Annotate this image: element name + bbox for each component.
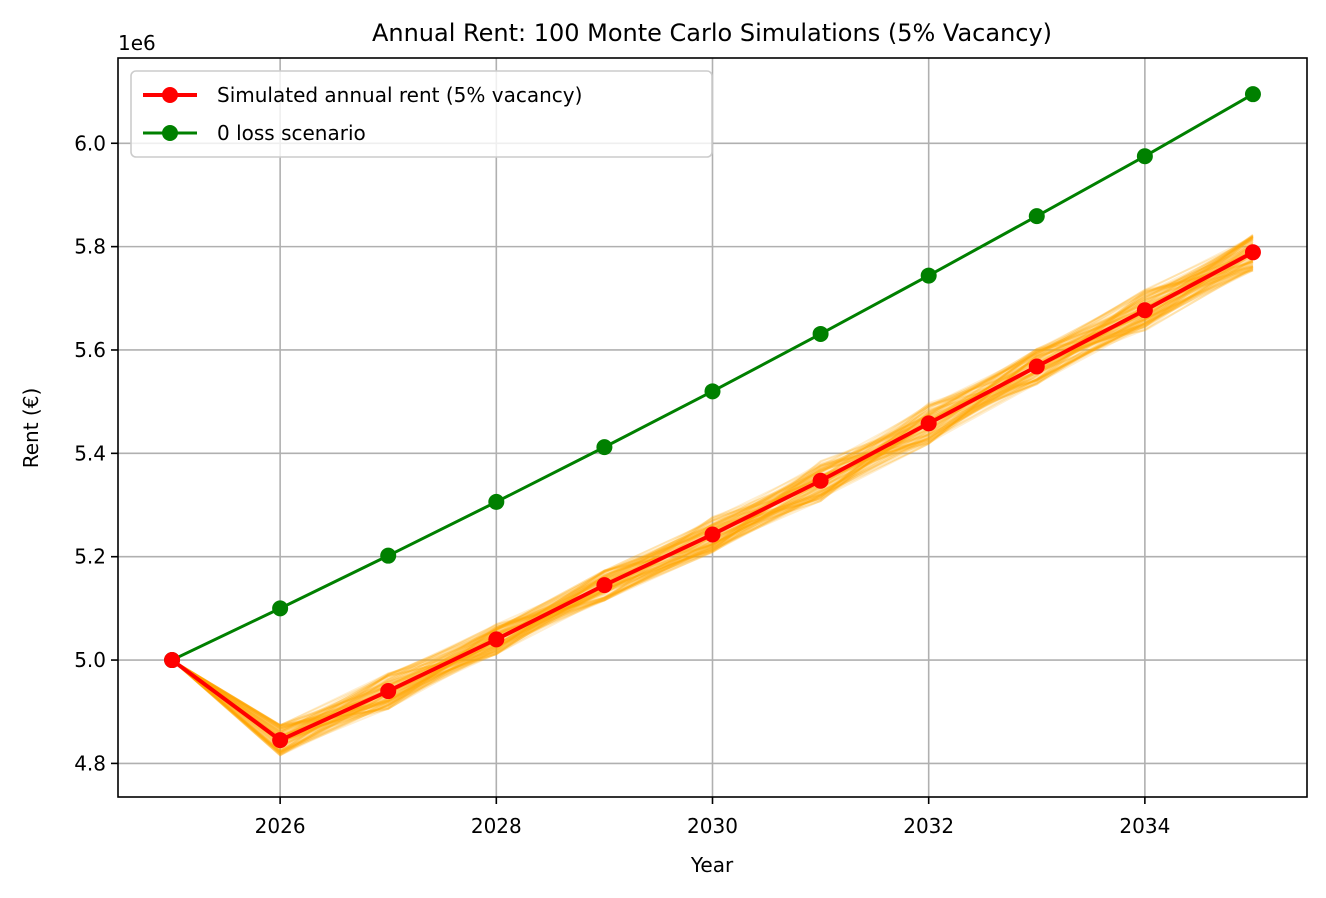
simulation-line [171, 246, 1254, 757]
x-tick-label: 2030 [687, 814, 738, 838]
x-tick-label: 2028 [471, 814, 522, 838]
legend: Simulated annual rent (5% vacancy) 0 loss… [130, 70, 713, 158]
zero-loss-point [812, 325, 829, 342]
simulation-line [171, 267, 1254, 727]
chart-title: Annual Rent: 100 Monte Carlo Simulations… [372, 19, 1052, 47]
simulation-line [171, 257, 1254, 741]
simulation-line [171, 236, 1254, 729]
simulation-line [171, 266, 1254, 730]
simulation-line [171, 236, 1254, 741]
simulation-line [171, 235, 1254, 754]
simulation-line [171, 261, 1254, 757]
y-tick-label: 5.2 [74, 545, 106, 569]
y-tick-label: 5.6 [74, 338, 106, 362]
grid [118, 58, 1307, 797]
simulation-line [171, 237, 1254, 743]
simulation-line [171, 250, 1254, 734]
simulation-line [171, 265, 1254, 739]
zero-loss-point [272, 600, 289, 617]
simulation-line [171, 251, 1254, 753]
simulation-line [171, 268, 1254, 743]
legend-swatch-marker [162, 87, 178, 103]
simulation-line [171, 234, 1254, 732]
simulation-line [171, 260, 1254, 752]
simulated-rent-point [380, 683, 397, 700]
simulation-line [171, 237, 1254, 756]
zero-loss-point [1136, 148, 1153, 165]
simulation-line [171, 239, 1254, 730]
y-tick-label: 5.0 [74, 648, 106, 672]
x-axis: 2026 2028 2030 2032 2034 [255, 797, 1170, 838]
simulation-line [171, 255, 1254, 742]
x-tick-label: 2032 [903, 814, 954, 838]
zero-loss-point [488, 493, 505, 510]
simulation-line [171, 238, 1254, 748]
zero-loss-point [1244, 86, 1261, 103]
simulation-line [171, 251, 1254, 731]
simulation-line [171, 248, 1254, 741]
y-offset-label: 1e6 [118, 31, 156, 55]
simulated-rent-point [920, 415, 937, 432]
simulation-line [171, 238, 1254, 755]
legend-swatch-marker [162, 125, 178, 141]
simulated-rent-point [272, 732, 289, 749]
simulated-rent-point [1136, 302, 1153, 319]
simulation-line [171, 260, 1254, 754]
simulation-line [171, 258, 1254, 735]
simulation-line [171, 261, 1254, 730]
x-tick-label: 2026 [255, 814, 306, 838]
x-tick-label: 2034 [1119, 814, 1170, 838]
simulation-line [171, 235, 1254, 734]
legend-label: Simulated annual rent (5% vacancy) [217, 83, 582, 107]
zero-loss-point [1028, 208, 1045, 225]
y-tick-label: 6.0 [74, 131, 106, 155]
simulated-rent-point [164, 652, 181, 669]
series-group [164, 86, 1261, 749]
legend-label: 0 loss scenario [217, 121, 366, 145]
simulation-line [171, 262, 1254, 752]
simulated-rent-point [1028, 358, 1045, 375]
simulated-rent-point [812, 472, 829, 489]
simulation-line [171, 258, 1254, 743]
simulation-line [171, 236, 1254, 743]
y-tick-label: 5.4 [74, 441, 106, 465]
simulation-line [171, 269, 1254, 749]
simulation-line [171, 259, 1254, 744]
simulation-line [171, 261, 1254, 727]
zero-loss-point [596, 439, 613, 456]
simulation-line [171, 236, 1254, 753]
zero-loss-point [704, 383, 721, 400]
simulation-line [171, 234, 1254, 744]
simulation-line [171, 266, 1254, 734]
simulation-line [171, 238, 1254, 754]
simulation-line [171, 234, 1254, 746]
simulated-rent-point [488, 631, 505, 648]
legend-box [130, 70, 713, 158]
simulation-line [171, 249, 1254, 748]
simulated-rent-point [596, 577, 613, 594]
simulated-rent-point [704, 526, 721, 543]
zero-loss-point [380, 547, 397, 564]
y-tick-label: 5.8 [74, 235, 106, 259]
simulated-rent-point [1244, 244, 1261, 261]
zero-loss-point [920, 267, 937, 284]
simulation-line [171, 245, 1254, 755]
y-axis: 4.8 5.0 5.2 5.4 5.6 5.8 6.0 [74, 131, 118, 775]
simulation-line [171, 267, 1254, 740]
simulation-line [171, 235, 1254, 744]
x-axis-label: Year [690, 853, 734, 877]
y-axis-label: Rent (€) [19, 388, 43, 469]
simulation-line [171, 253, 1254, 741]
y-tick-label: 4.8 [74, 751, 106, 775]
